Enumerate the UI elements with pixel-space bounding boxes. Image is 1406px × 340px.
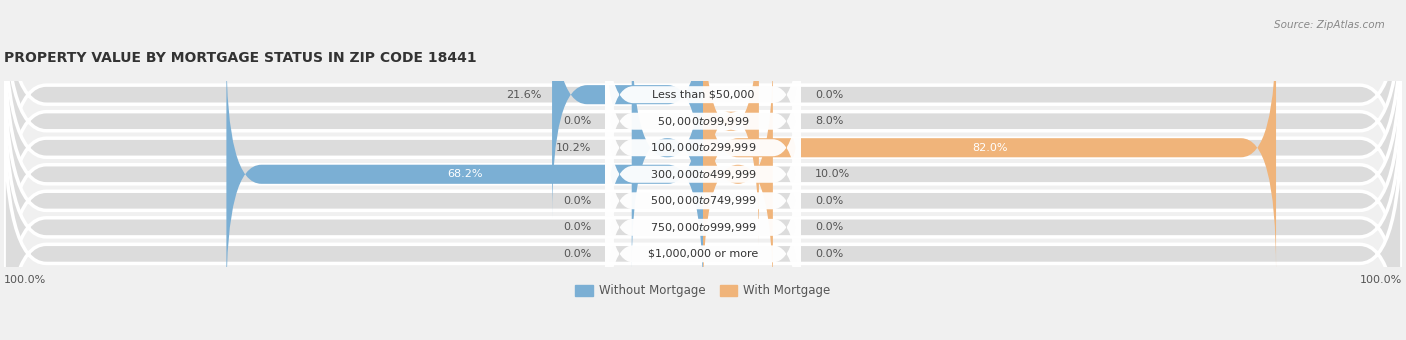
Text: 0.0%: 0.0% xyxy=(815,196,844,206)
FancyBboxPatch shape xyxy=(703,24,1277,271)
Text: 21.6%: 21.6% xyxy=(506,90,541,100)
FancyBboxPatch shape xyxy=(703,0,759,244)
FancyBboxPatch shape xyxy=(4,104,1402,340)
FancyBboxPatch shape xyxy=(4,51,1402,340)
FancyBboxPatch shape xyxy=(4,0,1402,271)
FancyBboxPatch shape xyxy=(4,0,1402,244)
FancyBboxPatch shape xyxy=(605,130,801,325)
Text: 0.0%: 0.0% xyxy=(815,90,844,100)
Legend: Without Mortgage, With Mortgage: Without Mortgage, With Mortgage xyxy=(571,280,835,302)
Text: 10.2%: 10.2% xyxy=(555,143,591,153)
Text: 100.0%: 100.0% xyxy=(4,275,46,285)
Text: 0.0%: 0.0% xyxy=(562,116,591,126)
Text: $750,000 to $999,999: $750,000 to $999,999 xyxy=(650,221,756,234)
FancyBboxPatch shape xyxy=(605,0,801,192)
Text: 82.0%: 82.0% xyxy=(972,143,1007,153)
Text: $100,000 to $299,999: $100,000 to $299,999 xyxy=(650,141,756,154)
Text: 0.0%: 0.0% xyxy=(815,222,844,232)
Text: 68.2%: 68.2% xyxy=(447,169,482,179)
FancyBboxPatch shape xyxy=(605,103,801,299)
Text: 100.0%: 100.0% xyxy=(1360,275,1402,285)
FancyBboxPatch shape xyxy=(4,0,1402,298)
FancyBboxPatch shape xyxy=(4,78,1402,340)
Text: 0.0%: 0.0% xyxy=(562,222,591,232)
Text: Less than $50,000: Less than $50,000 xyxy=(652,90,754,100)
Text: 10.0%: 10.0% xyxy=(815,169,851,179)
Text: $50,000 to $99,999: $50,000 to $99,999 xyxy=(657,115,749,128)
Text: 0.0%: 0.0% xyxy=(562,249,591,259)
FancyBboxPatch shape xyxy=(605,50,801,245)
Text: $300,000 to $499,999: $300,000 to $499,999 xyxy=(650,168,756,181)
Text: Source: ZipAtlas.com: Source: ZipAtlas.com xyxy=(1274,20,1385,30)
Text: 8.0%: 8.0% xyxy=(815,116,844,126)
FancyBboxPatch shape xyxy=(4,24,1402,324)
FancyBboxPatch shape xyxy=(605,23,801,219)
FancyBboxPatch shape xyxy=(605,76,801,272)
FancyBboxPatch shape xyxy=(226,51,703,298)
Text: PROPERTY VALUE BY MORTGAGE STATUS IN ZIP CODE 18441: PROPERTY VALUE BY MORTGAGE STATUS IN ZIP… xyxy=(4,51,477,66)
FancyBboxPatch shape xyxy=(703,51,773,298)
Text: $500,000 to $749,999: $500,000 to $749,999 xyxy=(650,194,756,207)
Text: $1,000,000 or more: $1,000,000 or more xyxy=(648,249,758,259)
FancyBboxPatch shape xyxy=(631,24,703,271)
Text: 0.0%: 0.0% xyxy=(562,196,591,206)
Text: 0.0%: 0.0% xyxy=(815,249,844,259)
FancyBboxPatch shape xyxy=(605,156,801,340)
FancyBboxPatch shape xyxy=(553,0,703,218)
